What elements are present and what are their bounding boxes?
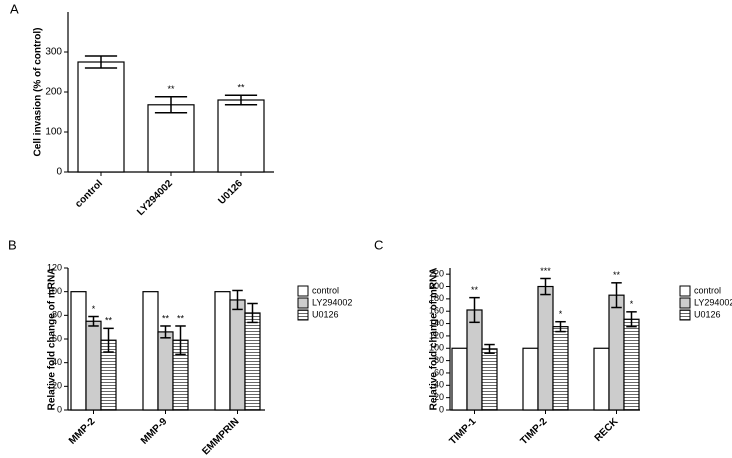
panel-label: B bbox=[8, 237, 17, 252]
bar bbox=[623, 318, 640, 411]
bar bbox=[214, 291, 231, 411]
y-tick-label: 300 bbox=[45, 47, 62, 58]
y-tick-label: 60 bbox=[52, 333, 62, 343]
y-tick-label: 20 bbox=[52, 381, 62, 391]
legend-label: control bbox=[694, 285, 721, 295]
bar bbox=[229, 299, 246, 411]
y-tick-label: 100 bbox=[429, 343, 444, 353]
legend-label: control bbox=[312, 285, 339, 295]
bar bbox=[244, 312, 261, 411]
bar bbox=[481, 348, 498, 411]
y-axis-label: Relative fold change of mRNA bbox=[47, 268, 58, 411]
x-tick-label: TIMP-2 bbox=[519, 416, 550, 447]
annotation: ** bbox=[162, 313, 170, 323]
annotation: ** bbox=[237, 83, 245, 93]
y-tick-label: 140 bbox=[429, 318, 444, 328]
y-tick-label: 40 bbox=[434, 380, 444, 390]
panel-label: C bbox=[374, 237, 383, 252]
y-axis-label: Relative fold change of mRNA bbox=[429, 268, 440, 411]
x-tick-label: U0126 bbox=[216, 178, 245, 207]
y-tick-label: 180 bbox=[429, 293, 444, 303]
y-tick-label: 80 bbox=[52, 310, 62, 320]
bar bbox=[77, 61, 125, 173]
y-tick-label: 120 bbox=[429, 330, 444, 340]
annotation: ** bbox=[471, 285, 479, 295]
y-tick-label: 40 bbox=[52, 357, 62, 367]
x-tick-label: control bbox=[73, 178, 105, 210]
legend-swatch bbox=[679, 285, 691, 297]
annotation: * bbox=[630, 299, 634, 309]
annotation: ** bbox=[105, 316, 113, 326]
y-tick-label: 160 bbox=[429, 306, 444, 316]
bar bbox=[85, 320, 102, 411]
annotation: ** bbox=[177, 313, 185, 323]
x-tick-label: MMP-9 bbox=[139, 416, 170, 447]
bar bbox=[537, 285, 554, 411]
bar bbox=[142, 291, 159, 411]
annotation: *** bbox=[540, 266, 551, 276]
bar bbox=[217, 99, 265, 173]
annotation: ** bbox=[613, 270, 621, 280]
y-tick-label: 60 bbox=[434, 367, 444, 377]
legend-label: LY294002 bbox=[312, 297, 352, 307]
chart-panel: C Relative fold change of mRNA 0 20 40 60 80 10… bbox=[374, 237, 732, 447]
y-tick-label: 0 bbox=[57, 404, 62, 414]
bar bbox=[466, 309, 483, 411]
legend-swatch bbox=[297, 309, 309, 321]
panel-label: A bbox=[10, 1, 19, 16]
bar bbox=[593, 347, 610, 411]
bar bbox=[608, 294, 625, 411]
y-tick-label: 120 bbox=[47, 262, 62, 272]
annotation: ** bbox=[167, 84, 175, 94]
y-tick-label: 0 bbox=[439, 404, 444, 414]
annotation: * bbox=[92, 304, 96, 314]
y-tick-label: 20 bbox=[434, 392, 444, 402]
x-tick-label: EMMPRIN bbox=[200, 416, 241, 457]
bar bbox=[552, 326, 569, 411]
y-tick-label: 200 bbox=[429, 281, 444, 291]
legend-swatch bbox=[679, 309, 691, 321]
x-tick-label: TIMP-1 bbox=[448, 416, 479, 447]
legend-label: U0126 bbox=[312, 309, 339, 319]
annotation: * bbox=[559, 309, 563, 319]
bar bbox=[147, 104, 195, 173]
bar bbox=[522, 347, 539, 411]
bar bbox=[70, 291, 87, 411]
y-tick-label: 80 bbox=[434, 355, 444, 365]
legend-label: LY294002 bbox=[694, 297, 732, 307]
y-tick-label: 220 bbox=[429, 269, 444, 279]
y-tick-label: 0 bbox=[56, 167, 62, 178]
y-tick-label: 100 bbox=[45, 127, 62, 138]
legend-swatch bbox=[297, 285, 309, 297]
chart-panel: A Cell invasion (% of control) 0 100 200 300 c… bbox=[10, 1, 274, 218]
y-axis-label: Cell invasion (% of control) bbox=[33, 28, 44, 157]
x-tick-label: LY294002 bbox=[135, 178, 175, 218]
bar bbox=[451, 347, 468, 411]
y-tick-label: 200 bbox=[45, 87, 62, 98]
bar bbox=[157, 331, 174, 411]
y-tick-label: 100 bbox=[47, 286, 62, 296]
legend-label: U0126 bbox=[694, 309, 721, 319]
x-tick-label: MMP-2 bbox=[67, 416, 98, 447]
legend-swatch bbox=[297, 297, 309, 309]
x-tick-label: RECK bbox=[593, 416, 621, 444]
legend-swatch bbox=[679, 297, 691, 309]
chart-panel: B Relative fold change of mRNA 0 20 40 60 80 10… bbox=[8, 237, 352, 457]
